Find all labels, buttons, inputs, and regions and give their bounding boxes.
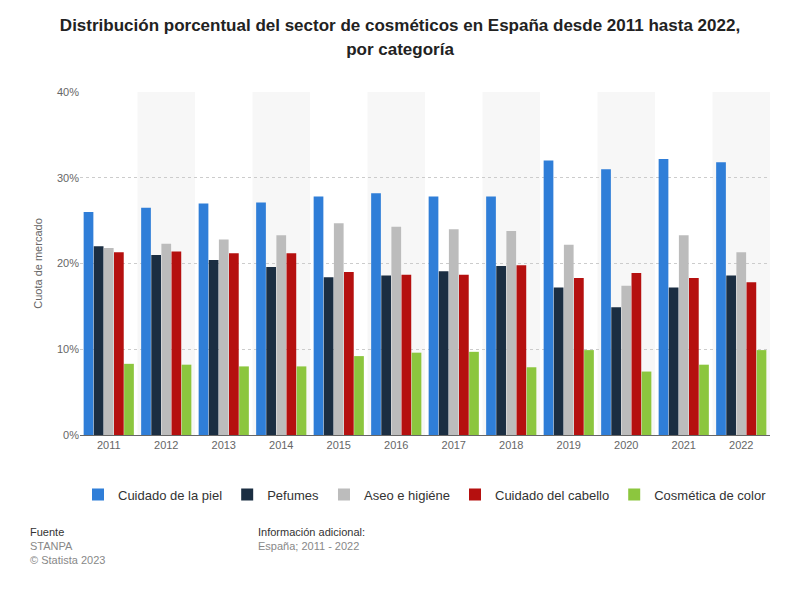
svg-text:Cuidado de la piel: Cuidado de la piel (118, 488, 222, 503)
svg-text:20%: 20% (57, 257, 79, 269)
html-text:Distribución porcentual del se: Distribución porcentual del sector de co… (59, 16, 741, 59)
html-text:© Statista 2023: © Statista 2023 (30, 554, 106, 566)
html-text:Información adicional:: Información adicional: (258, 526, 365, 538)
svg-text:2016: 2016 (384, 439, 408, 451)
html-text:STANPA: STANPA (30, 540, 73, 552)
html-text:España; 2011 - 2022: España; 2011 - 2022 (258, 540, 360, 552)
svg-text:2018: 2018 (499, 439, 523, 451)
svg-text:0%: 0% (63, 429, 79, 441)
svg-text:Cuidado del cabello: Cuidado del cabello (495, 488, 609, 503)
svg-text:Cosmética de color: Cosmética de color (654, 488, 766, 503)
svg-text:Cuota de mercado: Cuota de mercado (32, 218, 44, 309)
svg-text:2015: 2015 (327, 439, 351, 451)
svg-text:10%: 10% (57, 343, 79, 355)
svg-text:2013: 2013 (212, 439, 236, 451)
svg-text:2012: 2012 (154, 439, 178, 451)
svg-text:2020: 2020 (614, 439, 638, 451)
html-text:Fuente: Fuente (30, 526, 65, 538)
svg-text:40%: 40% (57, 86, 79, 98)
svg-text:Pefumes: Pefumes (267, 488, 319, 503)
svg-text:Aseo e higiéne: Aseo e higiéne (364, 488, 450, 503)
svg-text:30%: 30% (57, 172, 79, 184)
svg-text:2011: 2011 (97, 439, 121, 451)
svg-text:2022: 2022 (729, 439, 753, 451)
svg-text:2019: 2019 (557, 439, 581, 451)
svg-text:2017: 2017 (442, 439, 466, 451)
svg-text:2021: 2021 (672, 439, 696, 451)
svg-text:2014: 2014 (269, 439, 293, 451)
